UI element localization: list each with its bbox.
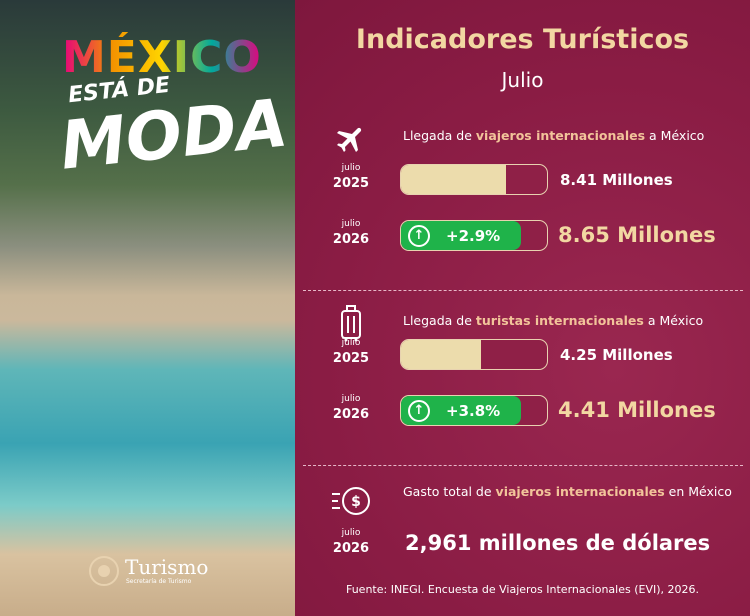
row-month: julio: [341, 219, 361, 229]
section-label: Gasto total de viajeros internacionales …: [403, 484, 732, 499]
bar: [400, 164, 548, 195]
title: Indicadores Turísticos: [355, 24, 690, 55]
section-label: Llegada de viajeros internacionales a Mé…: [403, 128, 704, 143]
panel: [295, 0, 750, 616]
row-value: 4.41 Millones: [558, 398, 716, 422]
row-year: 2026: [332, 541, 370, 556]
row-year: 2025: [332, 176, 370, 191]
bar-fill: [401, 165, 506, 194]
label-prefix: Llegada de: [403, 313, 472, 328]
ministry-emblem: [89, 556, 119, 586]
up-arrow: ↑: [408, 400, 430, 422]
section-label: Llegada de turistas internacionales a Mé…: [403, 313, 703, 328]
label-prefix: Llegada de: [403, 128, 472, 143]
row-year: 2026: [332, 407, 370, 422]
row-month: julio: [341, 528, 361, 538]
bar: [400, 339, 548, 370]
divider: [303, 465, 743, 466]
change: +3.8%: [446, 402, 501, 420]
source: Fuente: INEGI. Encuesta de Viajeros Inte…: [345, 583, 699, 596]
beach-photo: [0, 0, 295, 616]
row-value: 2,961 millones de dólares: [405, 531, 711, 555]
row-month: julio: [341, 338, 361, 348]
label-highlight: viajeros internacionales: [475, 128, 646, 143]
row-year: 2025: [332, 351, 370, 366]
up-arrow: ↑: [408, 225, 430, 247]
label-prefix: Gasto total de: [403, 484, 492, 499]
money-icon: $: [332, 487, 370, 515]
row-value: 8.65 Millones: [558, 223, 716, 247]
row-month: julio: [341, 394, 361, 404]
row-year: 2026: [332, 232, 370, 247]
change: +2.9%: [446, 227, 501, 245]
divider: [303, 290, 743, 291]
label-highlight: viajeros internacionales: [495, 484, 665, 499]
ministry-subtitle: Secretaría de Turismo: [126, 578, 192, 585]
plane-icon: [336, 127, 362, 153]
brand-title: MÉXICO: [62, 32, 262, 83]
row-value: 8.41 Millones: [560, 171, 673, 189]
subtitle: Julio: [501, 68, 544, 92]
label-highlight: turistas internacionales: [475, 313, 644, 328]
row-value: 4.25 Millones: [560, 346, 673, 364]
ministry-name: Turismo: [125, 555, 209, 579]
svg-text:$: $: [351, 494, 361, 510]
suitcase-icon: [341, 305, 361, 342]
bar-fill: [401, 340, 481, 369]
label-suffix: a México: [649, 128, 705, 143]
label-suffix: a México: [647, 313, 704, 328]
row-month: julio: [341, 163, 361, 173]
label-suffix: en México: [668, 484, 732, 499]
